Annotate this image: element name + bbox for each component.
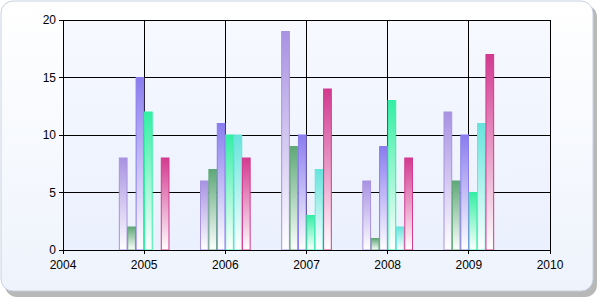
y-tick — [59, 20, 63, 21]
plot-area — [63, 20, 550, 250]
x-tick — [225, 250, 226, 254]
x-tick-label: 2007 — [293, 258, 320, 272]
bar — [119, 158, 127, 250]
bar — [486, 55, 494, 251]
bar — [380, 147, 388, 251]
bar — [136, 78, 144, 251]
bar — [290, 147, 298, 251]
x-tick — [63, 250, 64, 254]
frame — [1, 1, 593, 291]
bar — [452, 181, 460, 250]
bar — [315, 170, 323, 251]
y-tick — [59, 250, 63, 251]
chart: 0 5 10 15 20 2004 2005 2006 2007 2008 2009 2010 — [0, 0, 600, 300]
chart-root: 0 5 10 15 20 2004 2005 2006 2007 2008 2009 2010 — [0, 0, 600, 300]
x-tick-label: 2008 — [374, 258, 401, 272]
bar — [209, 170, 217, 251]
bar — [145, 112, 153, 250]
bar — [444, 112, 452, 250]
x-tick-label: 2005 — [131, 258, 158, 272]
bar — [405, 158, 413, 250]
bar — [234, 135, 242, 250]
bar — [226, 135, 234, 250]
bar — [363, 181, 371, 250]
y-tick-label: 20 — [43, 13, 57, 27]
x-grid-line — [550, 20, 551, 250]
bar — [201, 181, 209, 250]
bar — [298, 135, 306, 250]
bar — [307, 216, 315, 251]
y-tick-label: 5 — [49, 186, 56, 200]
y-tick-label: 0 — [49, 243, 56, 257]
bar — [217, 124, 225, 251]
x-tick-label: 2006 — [212, 258, 239, 272]
bar — [469, 193, 477, 251]
bar — [282, 32, 290, 251]
bar — [388, 101, 396, 251]
bar — [371, 239, 379, 251]
x-tick — [550, 250, 551, 254]
bar — [242, 158, 250, 250]
x-tick-label: 2004 — [50, 258, 77, 272]
y-tick — [59, 135, 63, 136]
bar — [324, 89, 332, 250]
bars — [119, 32, 493, 251]
x-tick — [468, 250, 469, 254]
y-tick-label: 10 — [43, 128, 57, 142]
x-tick — [306, 250, 307, 254]
x-tick-label: 2010 — [537, 258, 564, 272]
y-tick — [59, 77, 63, 78]
bar — [396, 227, 404, 250]
bar — [128, 227, 136, 250]
y-tick-label: 15 — [43, 71, 57, 85]
bar — [161, 158, 169, 250]
bar — [478, 124, 486, 251]
x-tick-label: 2009 — [455, 258, 482, 272]
bar — [461, 135, 469, 250]
y-tick — [59, 192, 63, 193]
x-tick — [144, 250, 145, 254]
x-tick — [387, 250, 388, 254]
